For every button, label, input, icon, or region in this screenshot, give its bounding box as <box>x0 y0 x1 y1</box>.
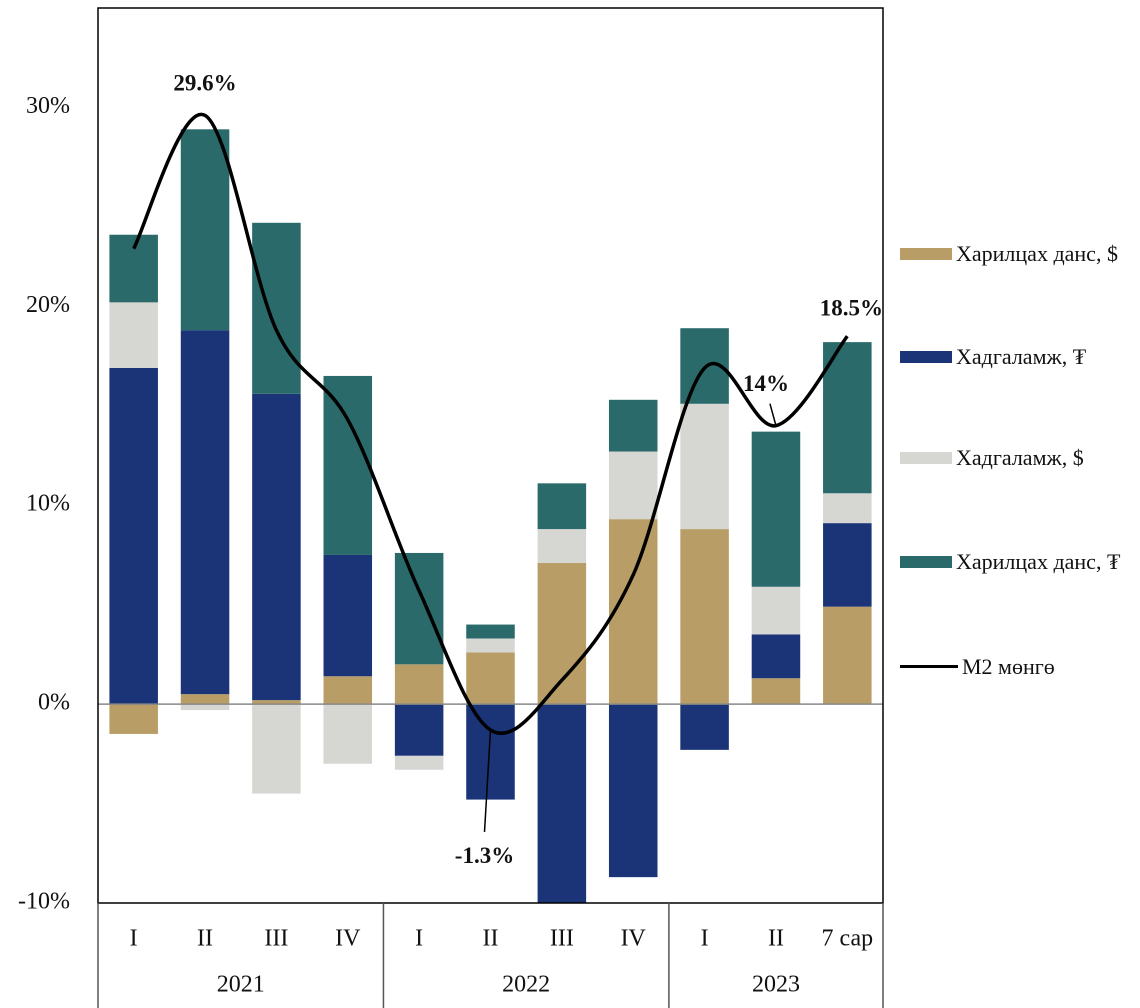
bar <box>394 552 444 665</box>
data-label: 18.5% <box>820 295 883 320</box>
legend-item: Хадгаламж, ₮ <box>900 343 1086 371</box>
annotation-leader <box>483 729 492 833</box>
bar <box>537 529 587 563</box>
bar <box>466 638 515 653</box>
bar <box>537 562 587 705</box>
x-tick-label: II <box>197 926 213 952</box>
bar <box>751 678 801 705</box>
legend-item: Хадгаламж, $ <box>900 444 1084 472</box>
legend-label: M2 мөнгө <box>962 654 1055 679</box>
bar <box>109 367 158 705</box>
bar <box>680 529 729 705</box>
data-label: 29.6% <box>173 71 236 96</box>
bar <box>394 704 444 756</box>
bar <box>180 704 230 711</box>
legend-label: Хадгаламж, $ <box>956 445 1084 470</box>
legend-item: Харилцах данс, ₮ <box>900 548 1120 576</box>
bar <box>680 704 729 750</box>
legend-swatch <box>900 665 958 668</box>
x-tick-label: 7 сар <box>822 926 874 952</box>
bar <box>608 704 658 878</box>
data-label: -1.3% <box>455 843 514 868</box>
bar <box>751 586 801 635</box>
x-tick-label: III <box>550 926 574 952</box>
legend-label: Хадгаламж, ₮ <box>956 344 1087 369</box>
bar <box>323 676 373 705</box>
bar <box>466 652 515 705</box>
bar <box>751 431 801 587</box>
bar <box>608 451 658 520</box>
x-tick-label: I <box>130 926 138 952</box>
bar <box>109 302 158 368</box>
bar <box>537 483 587 530</box>
bar <box>109 704 158 734</box>
bar <box>323 704 373 764</box>
m2-line <box>132 112 849 735</box>
x-tick-label: II <box>483 926 499 952</box>
annotation-leader <box>769 403 777 426</box>
bar <box>394 664 444 705</box>
bar <box>823 606 872 705</box>
bar <box>466 624 515 639</box>
bar <box>252 222 301 394</box>
x-tick-label: I <box>415 926 423 952</box>
bar <box>823 493 872 524</box>
legend-label: Харилцах данс, ₮ <box>956 549 1121 574</box>
legend-swatch <box>900 248 952 260</box>
y-tick-label: 30% <box>26 93 70 119</box>
plot-border <box>97 7 884 904</box>
legend-label: Харилцах данс, $ <box>956 241 1118 266</box>
bar <box>608 519 658 705</box>
bar <box>537 704 587 903</box>
x-tick-label: II <box>768 926 784 952</box>
legend-swatch <box>900 452 952 464</box>
bar <box>252 700 301 705</box>
x-tick-label: IV <box>621 926 647 952</box>
overlay: -10%0%10%20%30%29.6%-1.3%14%18.5%I II III I… <box>18 7 884 1008</box>
x-group-label: 2023 <box>752 972 800 998</box>
x-tick-label: IV <box>335 926 361 952</box>
x-group-label: 2021 <box>217 972 265 998</box>
bar <box>608 399 658 452</box>
bar <box>394 755 444 770</box>
bar <box>751 634 801 679</box>
bar <box>466 704 515 800</box>
x-tick-label: I <box>701 926 709 952</box>
bar <box>180 694 230 705</box>
y-tick-label: 10% <box>26 491 70 517</box>
bar <box>252 393 301 701</box>
legend-swatch <box>900 351 952 363</box>
bar <box>823 342 872 494</box>
bar <box>323 554 373 677</box>
bar <box>180 330 230 695</box>
data-label: 14% <box>743 371 789 396</box>
x-tick-label: III <box>264 926 288 952</box>
bar <box>180 129 230 331</box>
y-tick-label: -10% <box>18 889 70 915</box>
bar <box>323 375 373 555</box>
bar <box>252 704 301 794</box>
plot <box>109 129 872 903</box>
y-tick-label: 0% <box>38 690 70 716</box>
bar <box>823 523 872 607</box>
legend-item: M2 мөнгө <box>900 653 1055 681</box>
legend-swatch <box>900 556 952 568</box>
legend-item: Харилцах данс, $ <box>900 240 1118 268</box>
x-group-label: 2022 <box>502 972 550 998</box>
bar <box>680 403 729 530</box>
y-tick-label: 20% <box>26 292 70 318</box>
